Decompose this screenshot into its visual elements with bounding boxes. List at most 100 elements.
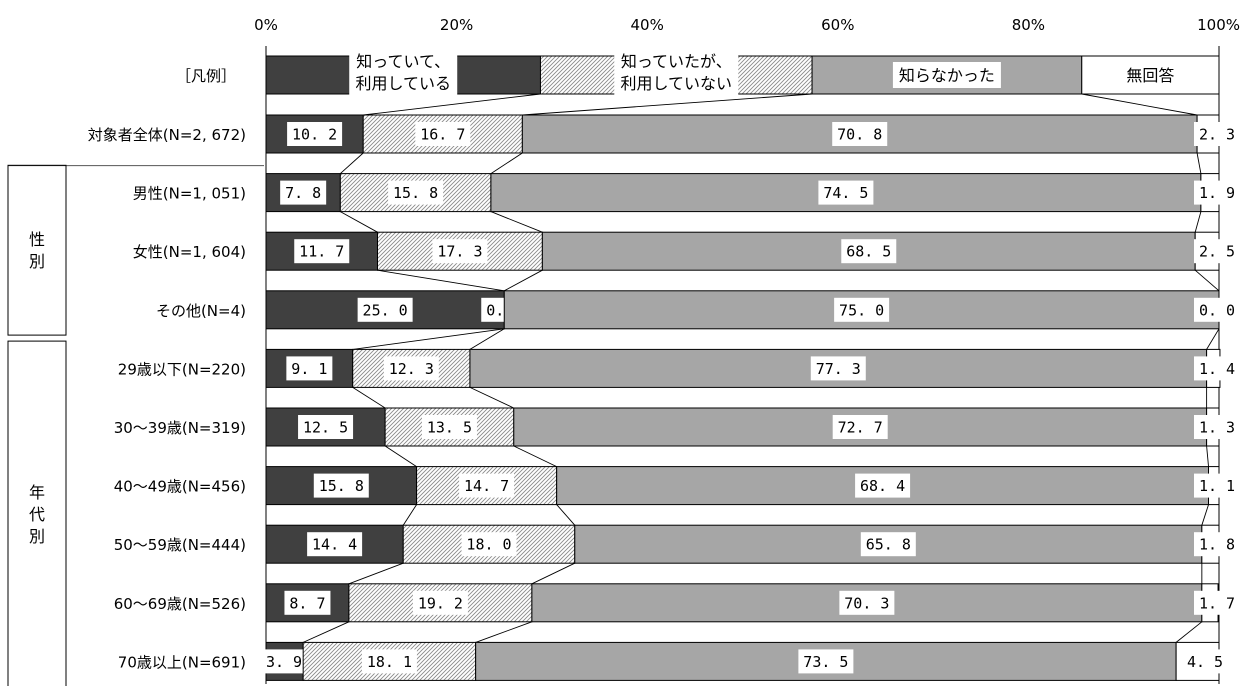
value-label: 9. 1	[291, 360, 327, 378]
row-label: 30～39歳(N=319)	[114, 419, 246, 437]
value-label: 12. 3	[389, 360, 434, 378]
value-label: 11. 7	[299, 243, 344, 261]
value-label-box	[860, 532, 916, 557]
x-tick-label: 20%	[440, 16, 473, 34]
value-label-box	[832, 415, 888, 439]
connector-line	[340, 152, 364, 174]
value-label: 0. 0	[1199, 301, 1235, 319]
value-label-box	[1194, 239, 1240, 264]
value-label-box	[832, 122, 888, 146]
value-label: 1. 9	[1199, 184, 1235, 202]
group-label: 性	[29, 230, 45, 249]
value-label: 14. 4	[312, 536, 357, 554]
row-label: その他(N=4)	[156, 302, 246, 320]
value-label-box	[810, 356, 866, 381]
legend-entry-text: 利用している	[355, 74, 451, 93]
value-label-box	[1194, 356, 1240, 381]
bar-segment	[265, 231, 379, 271]
connector-line	[1206, 445, 1209, 467]
value-label-box	[1194, 122, 1240, 146]
value-label: 16. 7	[420, 126, 465, 144]
group-label: 代	[29, 505, 45, 524]
value-label: 70. 8	[837, 126, 882, 144]
value-label-box	[459, 473, 515, 498]
value-label-box	[313, 473, 369, 498]
value-label: 18. 0	[466, 536, 511, 554]
x-tick-label: 60%	[821, 16, 854, 34]
legend-title: ［凡例］	[176, 67, 236, 85]
legend-label-box	[892, 62, 1001, 88]
connector-line	[363, 93, 541, 116]
value-label: 68. 5	[846, 243, 891, 261]
value-label: 1. 3	[1199, 419, 1235, 437]
connector-line	[475, 621, 533, 643]
group-label: 年	[29, 483, 45, 502]
value-label-box	[415, 122, 471, 146]
legend-label-box	[614, 51, 739, 95]
bars: 10. 2 16. 7 70. 8 2. 3 7. 8 15. 8 74. 5 1. 9 11.…	[261, 114, 1240, 681]
value-label-box	[834, 297, 890, 322]
value-label: 15. 8	[393, 184, 438, 202]
connector-line	[348, 562, 404, 585]
value-label-box	[294, 239, 350, 264]
value-label-box	[284, 590, 331, 615]
value-label-box	[307, 532, 363, 557]
row-labels: 対象者全体(N=2, 672) 男性(N=1, 051) 女性(N=1, 604) そ…	[88, 126, 246, 671]
value-label-box	[357, 297, 413, 322]
row-label: 50～59歳(N=444)	[114, 536, 246, 554]
value-label: 13. 5	[427, 419, 472, 437]
connector-line	[490, 211, 543, 233]
connector-line	[352, 328, 505, 350]
value-label: 18. 1	[367, 653, 412, 671]
value-label-box	[287, 122, 343, 146]
value-label: 15. 8	[319, 477, 364, 495]
connector-line	[522, 93, 813, 116]
x-tick-label: 0%	[254, 16, 278, 34]
connector-line	[1196, 152, 1202, 174]
value-label: 70. 3	[844, 594, 889, 612]
value-label: 8. 7	[289, 594, 325, 612]
value-label: 68. 4	[860, 477, 905, 495]
value-label: 12. 5	[303, 419, 348, 437]
value-label: 77. 3	[816, 360, 861, 378]
legend-label-box	[1120, 62, 1181, 88]
legend-entry-text: 知っていたが、	[621, 52, 732, 71]
value-label: 4. 5	[1187, 653, 1223, 671]
row-label: 70歳以上(N=691)	[118, 653, 246, 671]
value-label: 2. 3	[1199, 126, 1235, 144]
value-label-box	[839, 590, 895, 615]
value-label-box	[818, 180, 874, 205]
value-label-box	[383, 356, 439, 381]
connector-line	[302, 621, 350, 643]
value-label: 2. 5	[1199, 243, 1235, 261]
x-tick-label: 40%	[631, 16, 664, 34]
row-label: 女性(N=1, 604)	[133, 243, 246, 261]
connector-line	[556, 504, 576, 526]
row-label: 29歳以下(N=220)	[118, 360, 246, 378]
value-label: 10. 2	[292, 126, 337, 144]
value-label-box	[421, 415, 477, 439]
value-label: 25. 0	[363, 301, 408, 319]
value-label: 72. 7	[838, 419, 883, 437]
value-label-box	[1194, 590, 1240, 615]
value-label: 65. 8	[866, 536, 911, 554]
row-label: 対象者全体(N=2, 672)	[88, 126, 246, 144]
value-label: 1. 8	[1199, 536, 1235, 554]
group-label: 別	[29, 527, 45, 546]
value-label-box	[1194, 473, 1240, 498]
value-label: 19. 2	[418, 594, 463, 612]
connector-line	[469, 386, 514, 409]
x-tick-label: 100%	[1197, 16, 1240, 34]
connector-line	[1194, 269, 1220, 292]
connector-line	[377, 269, 505, 292]
value-label-box	[1182, 649, 1228, 674]
value-label: 1. 7	[1199, 594, 1235, 612]
connector-line	[490, 152, 523, 174]
connector-line	[504, 269, 543, 292]
value-label-box	[798, 649, 854, 674]
legend-entry-text: 無回答	[1126, 66, 1174, 85]
legend: 知っていて、利用している 知っていたが、利用していない 知らなかった 無回答 ［凡例］	[176, 51, 1220, 95]
row-label: 60～69歳(N=526)	[114, 595, 246, 613]
